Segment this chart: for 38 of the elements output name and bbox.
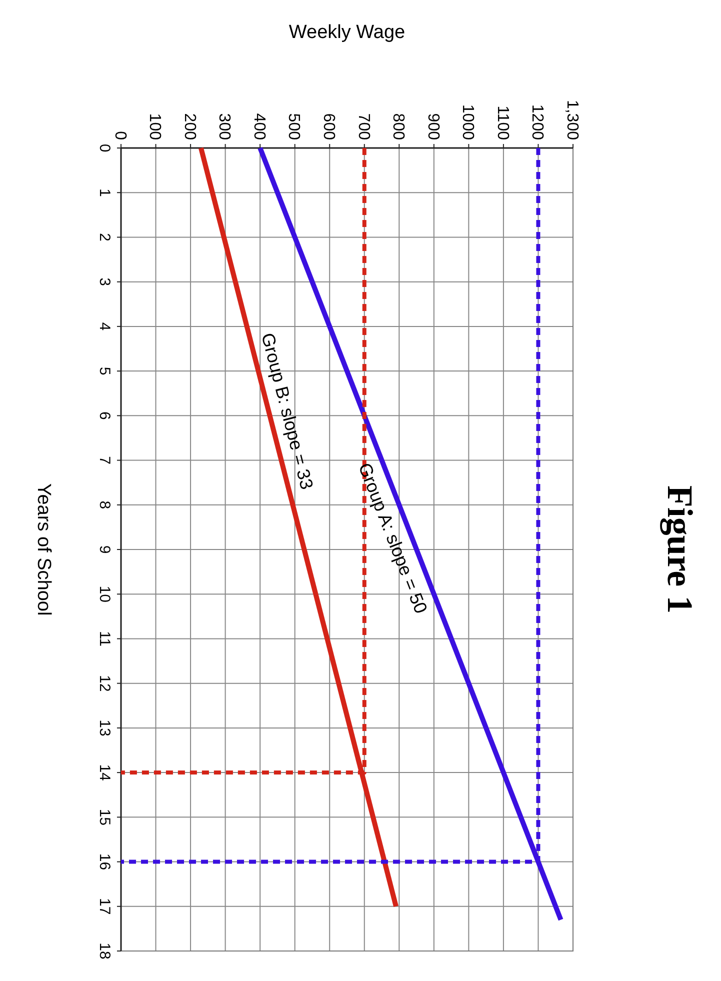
annotation: Group B: slope = 33 [258,330,317,492]
x-tick-label: 300 [216,113,233,140]
y-tick-label: 11 [96,630,113,647]
x-tick-label: 800 [390,113,407,140]
y-tick-label: 1 [96,188,113,197]
y-tick-label: 4 [96,322,113,331]
x-tick-label: 1000 [459,104,476,140]
x-tick-label: 200 [180,113,198,140]
x-tick-label: 1200 [528,104,546,140]
x-tick-label: 1100 [494,106,511,140]
annotation: Group A: slope = 50 [354,460,432,616]
x-tick-label: 400 [250,113,268,140]
x-axis-title: Weekly Wage [288,22,406,43]
y-tick-label: 7 [96,456,113,464]
x-tick-label: 100 [146,113,164,140]
y-tick-label: 12 [96,674,113,692]
y-tick-label: 0 [96,144,113,152]
y-tick-label: 14 [96,764,113,781]
text: Figure 1 [660,485,700,614]
x-tick-label: 500 [285,113,302,140]
y-tick-label: 17 [96,898,113,915]
y-tick-label: 10 [96,586,113,602]
x-tick-label: 900 [424,113,442,140]
y-tick-label: 18 [96,942,113,960]
x-tick-label: 700 [354,113,372,140]
y-axis-title: Years of School [33,483,54,616]
y-tick-label: 13 [96,720,113,736]
y-tick-label: 5 [96,366,113,376]
x-tick-label: 0 [111,131,128,140]
y-tick-label: 16 [96,853,113,870]
y-tick-label: 6 [96,411,113,420]
x-tick-label: 1,300 [563,100,580,140]
y-tick-label: 3 [96,278,113,286]
y-tick-label: 8 [96,500,113,510]
y-tick-label: 15 [96,808,113,826]
x-tick-label: 600 [320,113,338,140]
y-tick-label: 9 [96,545,113,554]
y-tick-label: 2 [96,233,113,242]
